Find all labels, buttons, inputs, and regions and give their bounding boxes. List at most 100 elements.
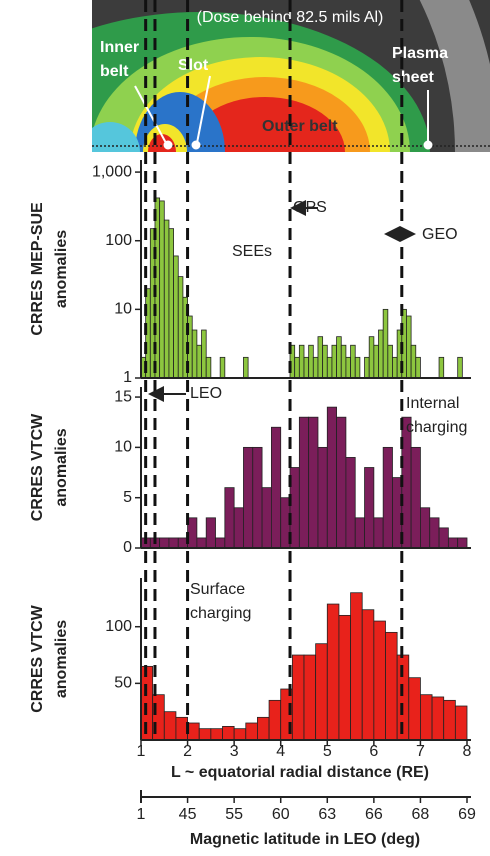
bar [355,518,364,548]
bar [188,723,200,740]
x2-tick-label: 63 [318,806,336,823]
bar [327,604,339,740]
sees-label: SEEs [232,243,272,260]
bar [295,357,300,378]
bar [160,538,169,548]
bar [432,697,444,740]
bar [299,417,308,548]
bar [323,345,328,378]
y-tick-label: 10 [114,439,132,456]
bar [365,357,370,378]
y-tick-label: 100 [105,618,132,635]
x-tick-label: 7 [416,743,425,760]
y-tick-label: 15 [114,388,132,405]
outer-belt-label: Outer belt [262,118,338,135]
bar [223,726,235,740]
x-tick-label: 6 [369,743,378,760]
inner-belt-label: belt [100,63,129,80]
x2-tick-label: 69 [458,806,476,823]
internal-label: charging [406,419,467,436]
bar [169,538,178,548]
bar [351,593,363,740]
bar [346,457,355,548]
bar [383,309,388,378]
y-tick-label: 0 [123,539,132,556]
bar [313,357,318,378]
x2-tick-label: 68 [412,806,430,823]
bar [351,345,356,378]
bar [388,345,393,378]
x2-tick-label: 60 [272,806,290,823]
x-tick-label: 2 [183,743,192,760]
bar [292,655,304,740]
x2-tick-label: 45 [179,806,197,823]
bar [411,447,420,548]
bar [458,357,463,378]
bar [243,447,252,548]
geo-label: GEO [422,226,458,243]
x2-tick-label: 66 [365,806,383,823]
bar [420,508,429,548]
bar [455,706,467,740]
bar [178,277,183,378]
x2-tick-label: 55 [225,806,243,823]
bar [416,357,421,378]
bar [332,345,337,378]
bar [392,357,397,378]
y-tick-label: 50 [114,675,132,692]
bar [458,538,467,548]
bar [439,528,448,548]
y-axis-title: CRRES VTCW [29,604,46,712]
bar [164,220,169,378]
y-tick-label: 100 [105,232,132,249]
y-axis-title: anomalies [53,428,70,506]
x-tick-label: 3 [230,743,239,760]
bar [318,337,323,378]
x-tick-label: 4 [276,743,285,760]
y-tick-label: 1 [123,369,132,386]
x-axis-title: L ~ equatorial radial distance (RE) [171,764,429,781]
bar [164,712,176,740]
bar [346,357,351,378]
y-tick-label: 5 [123,489,132,506]
plasma-sheet-label: sheet [392,69,434,86]
bar [192,330,197,378]
bar [337,337,342,378]
bar [234,729,246,740]
y-tick-label: 10 [114,301,132,318]
bar [269,700,281,740]
inner-belt-label: Inner [100,39,139,56]
bar [439,357,444,378]
bar [169,229,174,378]
bar [327,407,336,548]
bar [316,644,328,740]
y-tick-label: 1,000 [92,163,132,180]
bar [318,447,327,548]
bar [202,330,207,378]
bar [206,357,211,378]
bar [411,345,416,378]
bar [374,518,383,548]
slot-label: Slot [178,57,209,74]
bar [444,700,456,740]
leo-label: LEO [190,385,222,402]
bar [337,417,346,548]
bar [374,345,379,378]
y-axis-title: CRRES MEP-SUE [29,202,46,336]
x-tick-label: 8 [463,743,472,760]
bar [174,256,179,378]
bar [327,357,332,378]
bar [304,357,309,378]
y-axis-title: anomalies [53,230,70,308]
bar [355,357,360,378]
bar [406,316,411,378]
bar [234,508,243,548]
bar [374,621,386,740]
bar [379,330,384,378]
figure: (Dose behind 82.5 mils Al) Inner belt Sl… [0,0,490,856]
bar [383,447,392,548]
bar [341,345,346,378]
bar [220,357,225,378]
bar [160,201,165,378]
x2-tick-label: 1 [137,806,146,823]
